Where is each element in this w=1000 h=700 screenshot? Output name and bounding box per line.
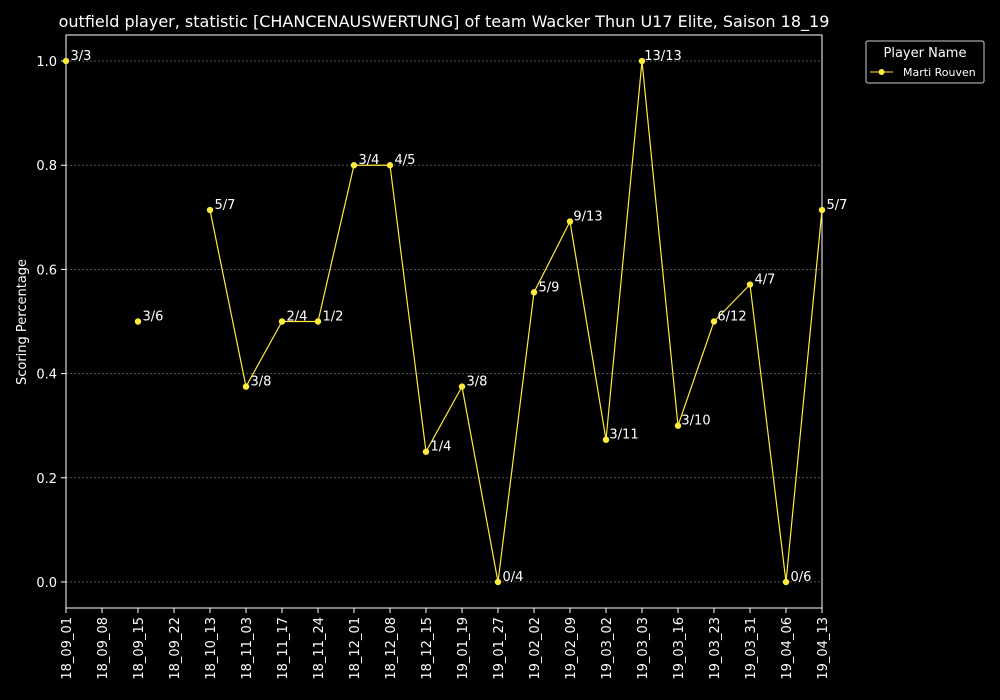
x-tick-label: 18_09_22 [168,617,183,680]
data-point [566,218,574,225]
series-line-segment [641,60,679,426]
data-point [746,281,754,288]
x-tick-label: 19_03_16 [672,617,687,680]
x-tick-label: 18_11_24 [312,617,327,680]
y-tick-label: 0.8 [36,159,57,174]
x-tick-label: 18_12_15 [420,617,435,680]
data-point [314,318,322,325]
series-line-segment [569,221,607,440]
data-point [422,448,430,455]
data-point [782,578,790,586]
series-line-segment [713,284,751,322]
series-line-segment [785,209,823,583]
series-line-segment [749,284,787,583]
x-tick-label: 19_03_31 [744,617,759,680]
plot-frame [65,34,823,609]
data-label: 1/2 [323,310,344,325]
data-point [602,436,610,443]
legend-swatch-marker [878,69,885,75]
data-point [278,318,286,325]
data-label: 2/4 [287,310,308,325]
data-point [386,162,394,169]
x-tick-label: 19_01_19 [456,617,471,680]
x-axis: 18_09_01 18_09_08 18_09_15 18_09_22 18_10_13… [60,608,831,680]
x-tick-label: 18_09_08 [96,617,111,680]
x-tick-label: 18_11_17 [276,617,291,680]
series-line-segment [497,292,535,583]
data-label: 3/3 [71,49,92,64]
x-tick-label: 18_12_01 [348,617,363,680]
legend-box [865,40,985,84]
data-label: 6/12 [717,310,746,325]
series-line-segment [533,221,571,293]
y-tick-label: 0.2 [36,472,57,487]
data-label: 0/6 [791,570,812,585]
x-tick-label: 18_10_13 [204,617,219,680]
y-axis: 0.0 0.2 0.4 0.6 0.8 1.0 [36,55,66,591]
data-point [530,289,538,296]
data-label: 4/5 [395,153,416,168]
x-tick-label: 19_03_23 [708,617,723,680]
data-point [818,206,826,214]
data-label: 1/4 [431,440,452,455]
x-tick-label: 18_11_03 [240,617,255,680]
legend: Player Name Marti Rouven [865,40,985,84]
data-point [134,318,142,325]
x-tick-label: 18_09_01 [60,617,75,680]
y-tick-label: 0.4 [36,368,57,383]
series-line-segment [389,165,427,452]
data-label: 5/9 [539,280,560,295]
x-tick-label: 19_02_02 [528,617,543,680]
y-tick-label: 1.0 [36,55,57,70]
data-point [674,422,682,429]
data-label: 5/7 [827,198,848,213]
data-point [458,383,466,390]
series-line-segment [677,321,715,426]
series-line-segment [209,209,247,387]
data-point [242,383,250,390]
data-label: 3/8 [251,375,272,390]
data-label: 0/4 [503,570,524,585]
data-label: 3/8 [467,375,488,390]
data-point [710,318,718,325]
grid [66,60,822,583]
data-label: 3/10 [681,414,710,429]
x-tick-label: 18_12_08 [384,617,399,680]
chart-title: outfield player, statistic [CHANCENAUSWE… [59,12,830,32]
data-label: 3/11 [609,428,638,443]
series-group [62,57,826,586]
point-labels: 3/3 3/6 5/7 3/8 2/4 1/2 3/4 4/5 1/4 3/8 0/4 5/9 9/13… [71,49,848,585]
data-point [350,162,358,169]
data-point [206,206,214,214]
series-line-segment [245,321,283,387]
data-label: 3/6 [143,310,164,325]
y-tick-label: 0.0 [36,576,57,591]
x-tick-label: 19_03_03 [636,617,651,680]
x-tick-label: 18_09_15 [132,617,147,680]
series-line-segment [317,165,355,322]
data-point [494,578,502,586]
series-line-segment [425,386,463,453]
x-tick-label: 19_04_13 [816,617,831,680]
legend-title: Player Name [884,46,967,61]
data-point [62,57,70,65]
series-line-segment [461,386,499,583]
series-line-segment [605,60,643,440]
legend-item-label: Marti Rouven [903,66,976,79]
x-tick-label: 19_02_09 [564,617,579,680]
data-label: 4/7 [755,273,776,288]
data-point [638,57,646,65]
x-tick-label: 19_03_02 [600,617,615,680]
x-tick-label: 19_01_27 [492,617,507,680]
y-axis-label: Scoring Percentage [15,259,30,385]
data-label: 9/13 [573,209,602,224]
data-label: 3/4 [359,153,380,168]
y-tick-label: 0.6 [36,263,57,278]
data-label: 5/7 [215,198,236,213]
x-tick-label: 19_04_06 [780,617,795,680]
data-label: 13/13 [644,49,681,64]
